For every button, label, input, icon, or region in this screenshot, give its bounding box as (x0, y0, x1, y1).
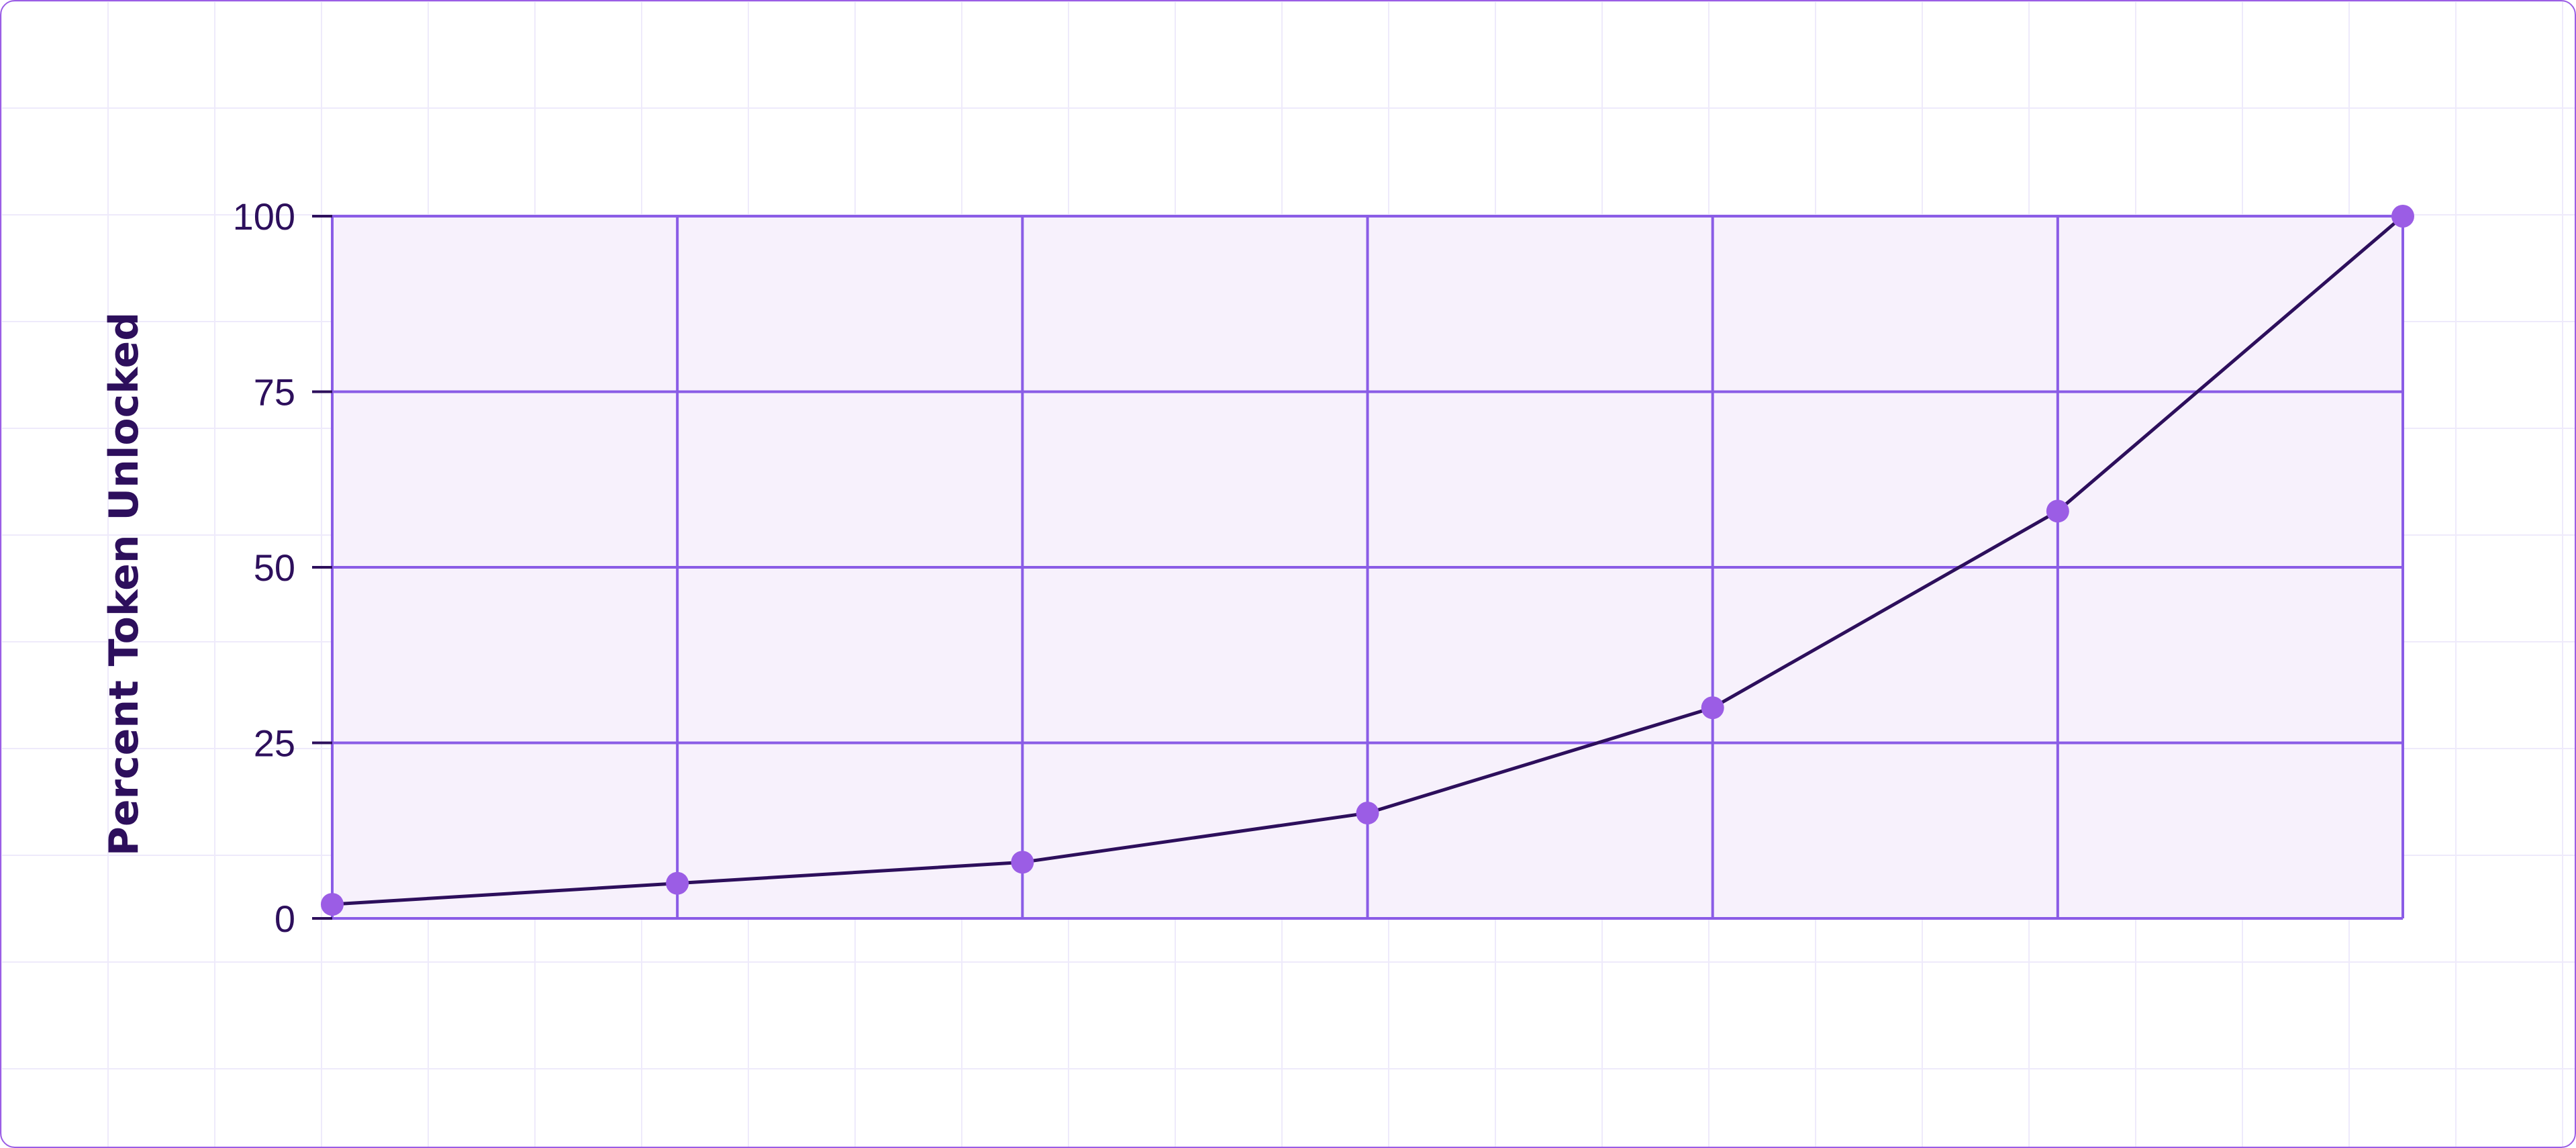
y-tick-label: 75 (254, 371, 295, 414)
y-tick-label: 100 (233, 195, 295, 238)
series-group (321, 205, 2414, 916)
y-axis-title: Percent Token Unlocked (101, 312, 148, 856)
data-point (666, 871, 689, 895)
data-point (1356, 802, 1379, 825)
data-point (321, 893, 344, 916)
data-point (1701, 696, 1724, 720)
y-tick-label: 50 (254, 546, 295, 589)
y-tick-label: 0 (275, 898, 295, 940)
grid-lines (331, 215, 2404, 920)
data-point (2046, 499, 2069, 523)
data-point (1011, 851, 1034, 874)
y-axis-ticks: 0 25 50 75 100 (233, 195, 332, 940)
data-point (2391, 205, 2414, 228)
y-tick-label: 25 (254, 722, 295, 765)
